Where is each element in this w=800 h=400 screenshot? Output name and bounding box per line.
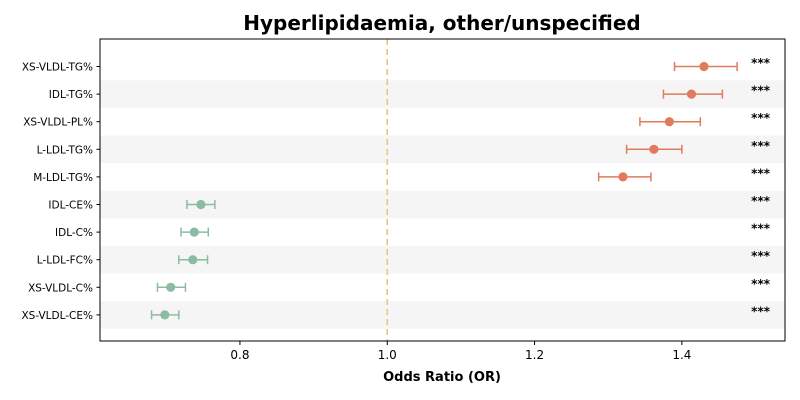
odds-ratio-point [196,199,206,210]
significance-label: *** [751,304,771,318]
y-tick-label: IDL-CE% [48,200,93,212]
significance-label: *** [751,277,771,291]
significance-label: *** [751,139,771,153]
y-tick-label: XS-VLDL-C% [28,282,93,294]
y-tick-label: XS-VLDL-TG% [22,62,93,74]
y-tick-label: IDL-C% [55,227,93,239]
y-tick-label: XS-VLDL-CE% [21,310,93,322]
x-axis-label: Odds Ratio (OR) [383,370,501,385]
data-marks [150,61,738,320]
significance-label: *** [751,249,771,263]
y-axis-labels: XS-VLDL-TG% IDL-TG% XS-VLDL-PL% L-LDL-TG% M-… [21,62,100,322]
odds-ratio-point [166,282,176,292]
significance-label: *** [751,84,771,98]
significance-labels: *** *** *** *** *** *** *** *** *** *** [751,56,771,318]
odds-ratio-point [686,89,697,99]
significance-label: *** [751,166,771,180]
x-tick-label: 1.4 [672,348,691,362]
odds-ratio-point [188,255,198,265]
odds-ratio-point [649,144,659,154]
significance-label: *** [751,111,771,125]
y-tick-label: IDL-TG% [49,89,93,101]
y-tick-label: L-LDL-TG% [37,144,93,156]
significance-label: *** [751,194,771,208]
y-tick-label: XS-VLDL-PL% [23,117,93,129]
x-tick-label: 1.2 [525,348,544,362]
y-tick-label: L-LDL-FC% [37,255,93,267]
row-band [100,245,785,274]
x-tick-label: 1.0 [378,348,397,362]
significance-label: *** [751,56,771,70]
odds-ratio-point [189,227,199,237]
row-band [100,301,785,329]
x-axis: 0.8 1.0 1.2 1.4 [230,341,691,362]
odds-ratio-point [699,61,709,72]
chart-title: Hyperlipidaemia, other/unspecified [243,11,640,35]
significance-label: *** [751,222,771,236]
x-tick-label: 0.8 [230,348,249,362]
odds-ratio-point [664,117,674,127]
y-tick-label: M-LDL-TG% [33,172,93,184]
plot-frame [99,38,786,342]
odds-ratio-point [618,172,628,182]
odds-ratio-point [160,310,170,320]
